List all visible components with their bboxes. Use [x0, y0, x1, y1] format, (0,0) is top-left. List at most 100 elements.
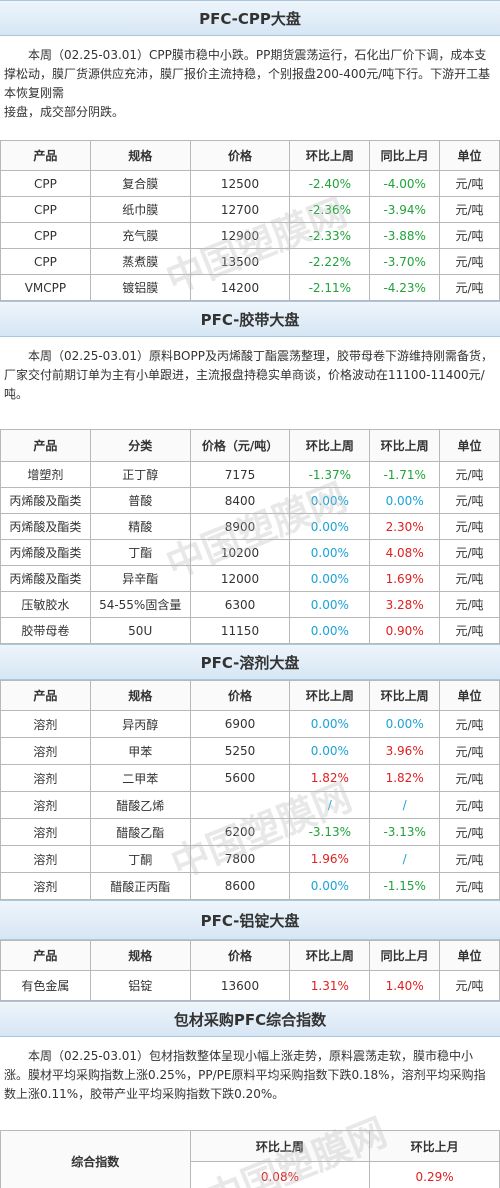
cell: 溶剂 [0, 872, 91, 900]
cell: 元/吨 [439, 461, 500, 488]
header-cell: 规格 [89, 140, 191, 171]
cell: 12700 [189, 196, 291, 223]
cell: 溶剂 [0, 764, 91, 792]
cell: 5250 [189, 737, 291, 765]
cell: 元/吨 [439, 845, 500, 873]
paragraph: 本周（02.25-03.01）原料BOPP及丙烯酸丁酯震荡整理，胶带母卷下游维持… [0, 337, 500, 429]
cell: 0.29% [369, 1161, 500, 1188]
cell: 1.82% [369, 764, 441, 792]
row: 溶剂 二甲苯 5600 1.82% 1.82% 元/吨 [0, 764, 500, 792]
row: 溶剂 丁酮 7800 1.96% / 元/吨 [0, 845, 500, 873]
cell: 0.00% [289, 872, 371, 900]
cell: 丙烯酸及酯类 [0, 513, 91, 540]
cell: 5600 [189, 764, 291, 792]
cell: CPP [0, 196, 91, 223]
cell: 普酸 [89, 487, 191, 514]
cell: 元/吨 [439, 737, 500, 765]
cell: 元/吨 [439, 591, 500, 618]
cell: 12500 [189, 170, 291, 197]
cell: 精酸 [89, 513, 191, 540]
header-cell: 规格 [89, 680, 191, 711]
cell: 10200 [189, 539, 291, 566]
paragraph-line: 本周（02.25-03.01）原料BOPP及丙烯酸丁酯震荡整理，胶带母卷下游维持… [4, 349, 493, 401]
cell: 0.90% [369, 617, 441, 644]
cell: 54-55%固含量 [89, 591, 191, 618]
header-cell: 价格 [189, 940, 291, 971]
cell: 元/吨 [439, 791, 500, 819]
header-cell: 价格（元/吨） [189, 429, 291, 462]
row: 0.08% 0.29% [1, 1161, 500, 1188]
cell: 13500 [189, 248, 291, 275]
cell: 7175 [189, 461, 291, 488]
cell: 3.28% [369, 591, 441, 618]
row: 胶带母卷 50U 11150 0.00% 0.90% 元/吨 [0, 617, 500, 644]
cell: 元/吨 [439, 274, 500, 301]
row: 丙烯酸及酯类 普酸 8400 0.00% 0.00% 元/吨 [0, 487, 500, 514]
cell: 蒸煮膜 [89, 248, 191, 275]
cell: VMCPP [0, 274, 91, 301]
cell: -2.40% [289, 170, 371, 197]
cell [189, 791, 291, 819]
cell: 3.96% [369, 737, 441, 765]
row: CPP 纸巾膜 12700 -2.36% -3.94% 元/吨 [0, 196, 500, 223]
cell: -1.15% [369, 872, 441, 900]
cell: 0.00% [289, 617, 371, 644]
header-row: 产品 规格 价格 环比上周 环比上周 单位 [0, 680, 500, 711]
cell: 醋酸乙酯 [89, 818, 191, 846]
cell: 胶带母卷 [0, 617, 91, 644]
cell: 元/吨 [439, 196, 500, 223]
cell: 0.00% [289, 710, 371, 738]
cell: 溶剂 [0, 818, 91, 846]
section: PFC-铝锭大盘 产品 规格 价格 环比上周 同比上月 单位 有色金属 铝锭 13600 1.31%… [0, 900, 500, 1001]
cell: 6900 [189, 710, 291, 738]
section: PFC-溶剂大盘 产品 规格 价格 环比上周 环比上周 单位 溶剂 异丙醇 6900 0.00% 0.… [0, 644, 500, 900]
cell: 元/吨 [439, 222, 500, 249]
header-cell: 同比上月 [369, 940, 441, 971]
cell: 2.30% [369, 513, 441, 540]
cell: 甲苯 [89, 737, 191, 765]
cell: -3.13% [289, 818, 371, 846]
cell: 丁酮 [89, 845, 191, 873]
cell: -3.94% [369, 196, 441, 223]
cell: 异辛酯 [89, 565, 191, 592]
header-cell: 单位 [439, 940, 500, 971]
cell: 复合膜 [89, 170, 191, 197]
cell: CPP [0, 248, 91, 275]
cell: 丙烯酸及酯类 [0, 539, 91, 566]
header-cell: 环比上周 [369, 429, 441, 462]
header-cell: 产品 [0, 680, 91, 711]
cell: 1.40% [369, 970, 441, 1001]
cell: 溶剂 [0, 791, 91, 819]
section: PFC-胶带大盘 本周（02.25-03.01）原料BOPP及丙烯酸丁酯震荡整理，… [0, 301, 500, 644]
header-cell: 规格 [89, 940, 191, 971]
row: 增塑剂 正丁醇 7175 -1.37% -1.71% 元/吨 [0, 461, 500, 488]
header-row: 综合指数 环比上周 环比上月 [0, 1130, 500, 1188]
header-cell: 同比上月 [369, 140, 441, 171]
cell: -2.11% [289, 274, 371, 301]
cell: 醋酸正丙酯 [89, 872, 191, 900]
row: 压敏胶水 54-55%固含量 6300 0.00% 3.28% 元/吨 [0, 591, 500, 618]
row: 溶剂 醋酸正丙酯 8600 0.00% -1.15% 元/吨 [0, 872, 500, 900]
cell: 0.00% [289, 591, 371, 618]
cell: 纸巾膜 [89, 196, 191, 223]
cell: CPP [0, 222, 91, 249]
row: 丙烯酸及酯类 丁酯 10200 0.00% 4.08% 元/吨 [0, 539, 500, 566]
cell: 元/吨 [439, 170, 500, 197]
cell: 元/吨 [439, 617, 500, 644]
paragraph: 本周（02.25-03.01）CPP膜市稳中小跌。PP期货震荡运行，石化出厂价下… [0, 36, 500, 140]
cell: 12900 [189, 222, 291, 249]
section: 包材采购PFC综合指数 本周（02.25-03.01）包材指数整体呈现小幅上涨走势… [0, 1001, 500, 1188]
cell: 压敏胶水 [0, 591, 91, 618]
row: 丙烯酸及酯类 异辛酯 12000 0.00% 1.69% 元/吨 [0, 565, 500, 592]
spacer [0, 1122, 500, 1130]
cell: 溶剂 [0, 845, 91, 873]
section-title: 包材采购PFC综合指数 [0, 1001, 500, 1037]
cell: 醋酸乙烯 [89, 791, 191, 819]
row: 溶剂 醋酸乙烯 / / 元/吨 [0, 791, 500, 819]
row: 有色金属 铝锭 13600 1.31% 1.40% 元/吨 [0, 970, 500, 1001]
cell: 6300 [189, 591, 291, 618]
header-cell: 环比上周 [289, 680, 371, 711]
row: 溶剂 甲苯 5250 0.00% 3.96% 元/吨 [0, 737, 500, 765]
cell: 元/吨 [439, 818, 500, 846]
cell: 溶剂 [0, 710, 91, 738]
